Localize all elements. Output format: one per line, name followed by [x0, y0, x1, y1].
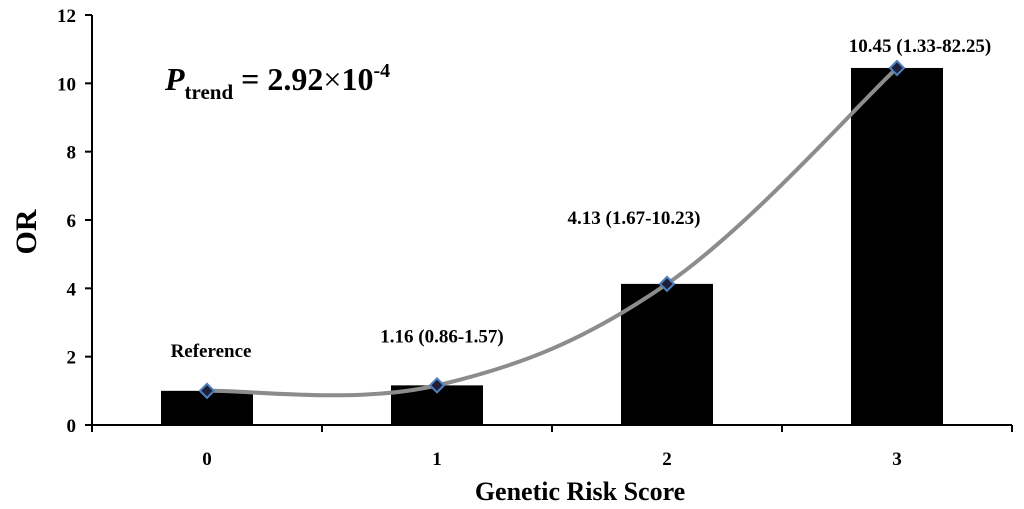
times-symbol: × [323, 61, 341, 97]
trend-marker [428, 376, 446, 394]
y-tick-label: 12 [57, 6, 76, 27]
x-tick-label: 0 [202, 449, 212, 470]
ten-base: 10 [341, 61, 373, 97]
x-tick-label: 2 [662, 449, 672, 470]
y-tick-label: 10 [57, 74, 76, 95]
exponent: -4 [373, 60, 390, 82]
y-tick-label: 8 [67, 143, 77, 164]
x-axis-title: Genetic Risk Score [475, 477, 685, 506]
p-trend-annotation: Ptrend = 2.92×10-4 [164, 60, 390, 104]
p-symbol: P [164, 61, 185, 97]
y-tick-label: 6 [67, 211, 77, 232]
y-axis-title: OR [10, 209, 43, 254]
x-tick-label: 1 [432, 449, 442, 470]
data-label: 4.13 (1.67-10.23) [568, 208, 701, 229]
trend-line-layer [198, 59, 906, 400]
trend-marker [888, 59, 906, 77]
p-subscript: trend [185, 80, 234, 104]
trend-marker [198, 382, 216, 400]
bar [621, 283, 713, 425]
trend-marker [658, 275, 676, 293]
bars-layer [161, 67, 943, 425]
p-equals-value: = 2.92 [233, 61, 323, 97]
data-labels-layer: Reference 1.16 (0.86-1.57) 4.13 (1.67-10.2… [171, 36, 992, 362]
y-tick-label: 0 [67, 416, 77, 437]
data-label: Reference [171, 341, 252, 362]
trend-line [206, 66, 899, 398]
data-label: 10.45 (1.33-82.25) [849, 36, 991, 57]
bar [851, 67, 943, 425]
data-label: 1.16 (0.86-1.57) [380, 326, 503, 347]
y-tick-label: 4 [67, 279, 77, 300]
y-tick-label: 2 [67, 348, 77, 369]
x-tick-label: 3 [892, 449, 902, 470]
